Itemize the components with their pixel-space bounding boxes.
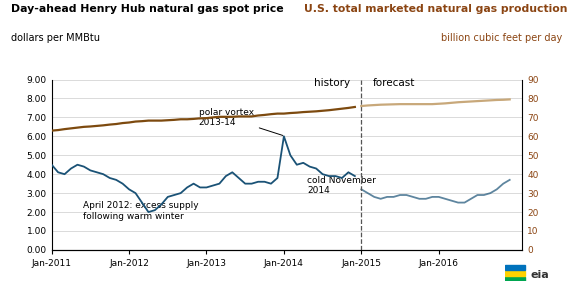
- Text: billion cubic feet per day: billion cubic feet per day: [441, 33, 563, 43]
- Text: Day-ahead Henry Hub natural gas spot price: Day-ahead Henry Hub natural gas spot pri…: [11, 4, 284, 14]
- Text: history: history: [313, 78, 350, 88]
- Text: April 2012: excess supply
following warm winter: April 2012: excess supply following warm…: [83, 201, 198, 221]
- Text: eia: eia: [531, 270, 550, 280]
- Text: cold November
2014: cold November 2014: [307, 172, 376, 195]
- Text: dollars per MMBtu: dollars per MMBtu: [11, 33, 100, 43]
- Text: polar vortex
2013-14: polar vortex 2013-14: [199, 108, 283, 135]
- Text: U.S. total marketed natural gas production: U.S. total marketed natural gas producti…: [304, 4, 568, 14]
- Bar: [505, 271, 525, 275]
- Bar: [505, 277, 525, 281]
- Bar: [505, 265, 525, 270]
- Text: forecast: forecast: [373, 78, 416, 88]
